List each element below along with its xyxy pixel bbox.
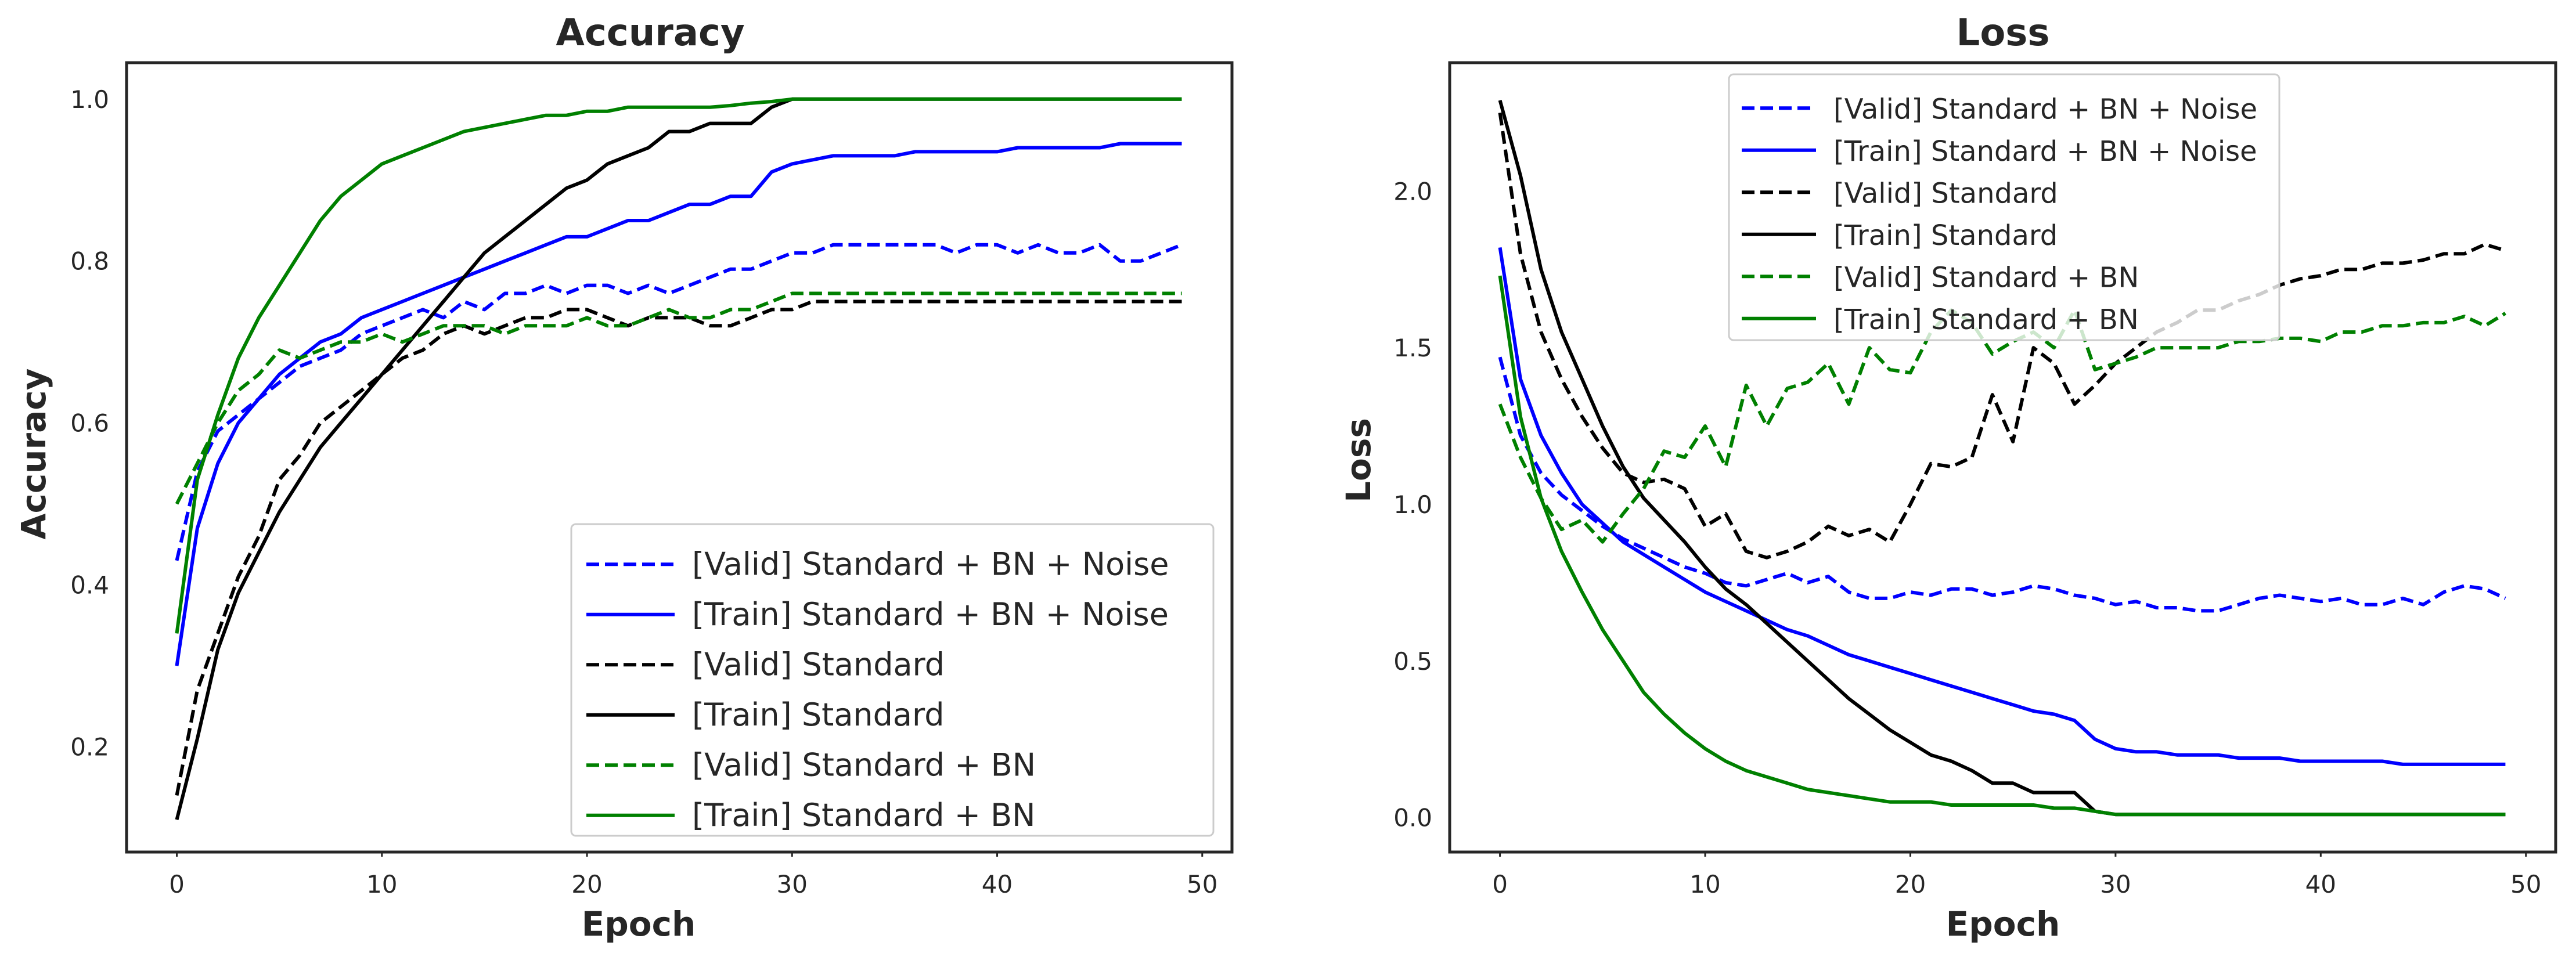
x-tick-label: 30	[2100, 870, 2131, 898]
legend-label: [Train] Standard + BN	[692, 797, 1036, 833]
y-tick-label: 2.0	[1393, 177, 1432, 205]
y-axis-label: Loss	[1339, 418, 1378, 503]
x-tick-label: 0	[169, 870, 185, 898]
series-line	[175, 243, 1183, 561]
legend-box	[570, 523, 1215, 837]
x-tick-label: 10	[366, 870, 397, 898]
legend-label: [Train] Standard + BN + Noise	[692, 596, 1169, 633]
series-line	[175, 299, 1182, 796]
x-tick-label: 40	[2305, 870, 2336, 898]
y-tick-label: 0.6	[70, 409, 109, 438]
legend-label: [Train] Standard	[1833, 219, 2058, 252]
plot-area: 0 10 20 30 40 50 0.2 0.4 0.6 0.8 1.0	[70, 61, 1234, 898]
plot-frame	[1448, 61, 2557, 854]
series-line	[1498, 247, 2506, 766]
legend-label: [Train] Standard + BN + Noise	[1833, 135, 2257, 168]
y-tick-label: 0.8	[70, 247, 109, 276]
y-tick-label: 0.5	[1393, 647, 1432, 676]
x-tick-label: 10	[1689, 870, 1720, 898]
x-tick-label: 0	[1492, 870, 1508, 898]
legend-label: [Valid] Standard	[1833, 177, 2058, 210]
series-line	[175, 291, 1182, 505]
series-line	[1498, 308, 2506, 544]
x-tick-label: 50	[1187, 870, 1217, 898]
loss-chart: Loss 0 10 20 30 40 50 0.0 0.5 1.0 1.5 2.0 Epoch Lo…	[1339, 12, 2557, 944]
legend-label: [Valid] Standard + BN + Noise	[692, 546, 1169, 582]
y-tick-label: 0.4	[70, 571, 109, 600]
x-tick-label: 30	[777, 870, 808, 898]
y-tick-label: 1.5	[1393, 334, 1432, 362]
chart-title: Loss	[1957, 12, 2050, 55]
legend-label: [Train] Standard + BN	[1833, 304, 2139, 336]
y-tick-label: 1.0	[1393, 490, 1432, 519]
x-axis-label: Epoch	[1946, 904, 2060, 944]
legend-label: [Valid] Standard + BN	[692, 746, 1036, 783]
x-tick-label: 20	[1895, 870, 1926, 898]
series-line	[175, 142, 1182, 666]
legend-box	[1728, 73, 2280, 341]
y-axis-label: Accuracy	[14, 369, 53, 540]
plot-area: 0 10 20 30 40 50 0.0 0.5 1.0 1.5 2.0	[1393, 61, 2557, 898]
x-tick-label: 50	[2510, 870, 2541, 898]
plot-frame	[125, 61, 1234, 854]
x-tick-label: 40	[982, 870, 1013, 898]
series-line	[1498, 356, 2506, 613]
legend-label: [Valid] Standard	[692, 646, 945, 683]
y-tick-label: 1.0	[70, 85, 109, 114]
x-axis-label: Epoch	[582, 904, 696, 944]
legend: [Valid] Standard + BN + Noise [Train] Sta…	[570, 523, 1215, 837]
accuracy-chart: Accuracy 0 10 20 30 40 50 0.2 0.4 0.6 0.8 1.0 Epoc…	[14, 12, 1234, 944]
legend-label: [Train] Standard	[692, 696, 945, 733]
series-line	[1498, 275, 2506, 817]
legend-label: [Valid] Standard + BN	[1833, 261, 2139, 294]
series-line	[1498, 112, 2506, 560]
y-tick-label: 0.0	[1393, 804, 1432, 832]
legend-label: [Valid] Standard + BN + Noise	[1833, 93, 2257, 125]
legend: [Valid] Standard + BN + Noise [Train] Sta…	[1728, 73, 2280, 341]
series-line	[175, 97, 1182, 634]
chart-title: Accuracy	[556, 12, 744, 55]
x-tick-label: 20	[571, 870, 602, 898]
y-tick-label: 0.2	[70, 733, 109, 761]
